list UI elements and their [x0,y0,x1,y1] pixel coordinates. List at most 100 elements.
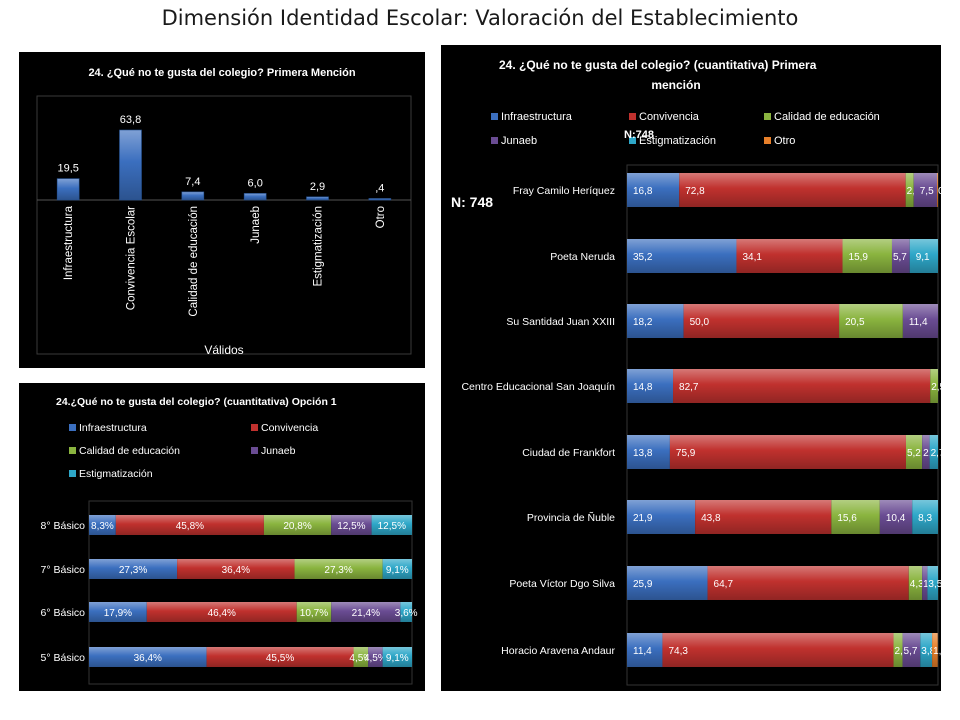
annotation-n-small: N:748 [624,129,654,141]
data-label-8-basico-junaeb: 12,5% [337,521,365,532]
legend-otro: Otro [774,135,795,147]
bar-fray-camilo-heriquez-junaeb [913,173,938,207]
bar-6-basico-junaeb [331,602,401,622]
bar-6-basico-calidad-de-educacion [296,602,332,622]
bar-7-basico-calidad-de-educacion [294,559,383,579]
legend-swatch-convivencia [629,113,636,120]
data-label-centro-educacional-san-joaquin-convivencia: 82,7 [679,382,699,393]
slide-title: Dimensión Identidad Escolar: Valoración … [161,6,799,30]
bar-provincia-de-nuble-junaeb [879,500,913,534]
data-label-5-basico-infraestructura: 36,4% [134,653,162,664]
bar-su-santidad-juan-xxiii-junaeb [902,304,938,338]
data-label-centro-educacional-san-joaquin-calidad-de-educacion: 2,5 [931,382,941,393]
bar-6-basico-infraestructura [89,602,147,622]
chart-panel-opcion-1: 24.¿Qué no te gusta del colegio? (cuanti… [19,383,425,691]
category-label-calidad-de-educacion: Calidad de educación [188,206,200,317]
category-label-su-santidad-juan-xxiii: Su Santidad Juan XXIII [506,316,615,328]
data-label-6-basico-estigmatizacion: 3,6% [395,608,418,619]
bar-provincia-de-nuble-convivencia [695,500,832,534]
data-label-7-basico-estigmatizacion: 9,1% [386,565,409,576]
bar-provincia-de-nuble-estigmatizacion [912,500,938,534]
bar-horacio-aravena-andaur-infraestructura [627,633,663,667]
legend-swatch-junaeb [491,137,498,144]
bar-horacio-aravena-andaur-estigmatizacion [920,633,933,667]
data-label-su-santidad-juan-xxiii-junaeb: 11,4 [909,317,928,328]
bar-8-basico-convivencia [115,515,264,535]
data-label-otro: ,4 [375,183,384,195]
bar-centro-educacional-san-joaquin-infraestructura [627,369,674,403]
legend-junaeb: Junaeb [261,445,296,457]
data-label-horacio-aravena-andaur-otro: 1,8 [933,646,941,657]
chart-panel-por-establecimiento: 24. ¿Qué no te gusta del colegio? (cuant… [441,45,941,691]
bar-fray-camilo-heriquez-infraestructura [627,173,680,207]
bar-su-santidad-juan-xxiii-infraestructura [627,304,684,338]
category-label-otro: Otro [375,206,387,228]
category-label-fray-camilo-heriquez: Fray Camilo Heríquez [513,185,615,197]
data-label-8-basico-estigmatizacion: 12,5% [378,521,406,532]
data-label-fray-camilo-heriquez-infraestructura: 16,8 [633,186,653,197]
data-label-6-basico-junaeb: 21,4% [352,608,380,619]
bar-horacio-aravena-andaur-junaeb [902,633,921,667]
category-label-5-basico: 5° Básico [41,652,86,664]
data-label-junaeb: 6,0 [248,177,263,189]
x-axis-title: Válidos [204,343,243,357]
data-label-fray-camilo-heriquez-junaeb: 7,5 [920,186,934,197]
data-label-su-santidad-juan-xxiii-infraestructura: 18,2 [633,317,653,328]
legend-swatch-calidad-de-educacion [764,113,771,120]
bar-poeta-victor-dgo-silva-convivencia [707,566,909,600]
data-label-7-basico-convivencia: 36,4% [222,565,250,576]
chart-title: 24.¿Qué no te gusta del colegio? (cuanti… [56,396,337,408]
data-label-horacio-aravena-andaur-estigmatizacion: 3,8 [921,646,935,657]
legend-swatch-estigmatizacion [629,137,636,144]
data-label-7-basico-calidad-de-educacion: 27,3% [324,565,352,576]
bar-horacio-aravena-andaur-otro [932,633,938,667]
data-label-poeta-victor-dgo-silva-infraestructura: 25,9 [633,579,653,590]
chart-primera-mencion: 24. ¿Qué no te gusta del colegio? Primer… [36,67,412,357]
data-label-horacio-aravena-andaur-infraestructura: 11,4 [633,646,652,657]
bar-junaeb [243,193,267,201]
data-label-5-basico-convivencia: 45,5% [266,653,294,664]
bar-poeta-neruda-calidad-de-educacion [842,239,892,273]
bar-5-basico-junaeb [368,647,383,667]
bar-estigmatizacion [306,196,329,201]
chart-por-establecimiento: 24. ¿Qué no te gusta del colegio? (cuant… [451,58,941,686]
legend-convivencia: Convivencia [639,111,700,123]
plot-frame [626,164,939,686]
legend-estigmatizacion: Estigmatización [79,468,153,480]
bar-8-basico-infraestructura [89,515,116,535]
legend-infraestructura: Infraestructura [79,422,147,434]
data-label-7-basico-infraestructura: 27,3% [119,565,147,576]
data-label-6-basico-convivencia: 46,4% [208,608,236,619]
annotation-n-large: N: 748 [451,194,493,210]
category-label-6-basico: 6° Básico [41,607,86,619]
data-label-su-santidad-juan-xxiii-calidad-de-educacion: 20,5 [845,317,865,328]
bar-fray-camilo-heriquez-otro [937,173,938,207]
bar-poeta-victor-dgo-silva-estigmatizacion [927,566,938,600]
data-label-fray-camilo-heriquez-convivencia: 72,8 [685,186,705,197]
bar-ciudad-de-frankfort-junaeb [922,435,930,469]
category-label-provincia-de-nuble: Provincia de Ñuble [527,511,615,524]
bar-ciudad-de-frankfort-estigmatizacion [929,435,938,469]
data-label-8-basico-calidad-de-educacion: 20,8% [283,521,311,532]
legend-swatch-otro [764,137,771,144]
data-label-provincia-de-nuble-estigmatizacion: 8,3 [918,513,932,524]
legend-swatch-convivencia [251,424,258,431]
data-label-horacio-aravena-andaur-calidad-de-educacion: 2,9 [895,646,909,657]
bar-su-santidad-juan-xxiii-calidad-de-educacion [839,304,903,338]
bar-infraestructura [56,178,80,201]
data-label-horacio-aravena-andaur-junaeb: 5,7 [904,646,918,657]
bar-5-basico-infraestructura [89,647,207,667]
data-label-estigmatizacion: 2,9 [310,181,325,193]
data-label-centro-educacional-san-joaquin-infraestructura: 14,8 [633,382,653,393]
data-label-8-basico-convivencia: 45,8% [176,521,204,532]
bar-provincia-de-nuble-calidad-de-educacion [831,500,880,534]
legend-swatch-estigmatizacion [69,470,76,477]
bar-provincia-de-nuble-infraestructura [627,500,696,534]
data-label-6-basico-calidad-de-educacion: 10,7% [300,608,328,619]
data-label-ciudad-de-frankfort-convivencia: 75,9 [676,448,696,459]
bar-ciudad-de-frankfort-calidad-de-educacion [905,435,923,469]
bar-6-basico-convivencia [146,602,297,622]
data-label-poeta-victor-dgo-silva-convivencia: 64,7 [714,579,734,590]
bar-5-basico-estigmatizacion [382,647,412,667]
category-label-8-basico: 8° Básico [41,520,86,532]
